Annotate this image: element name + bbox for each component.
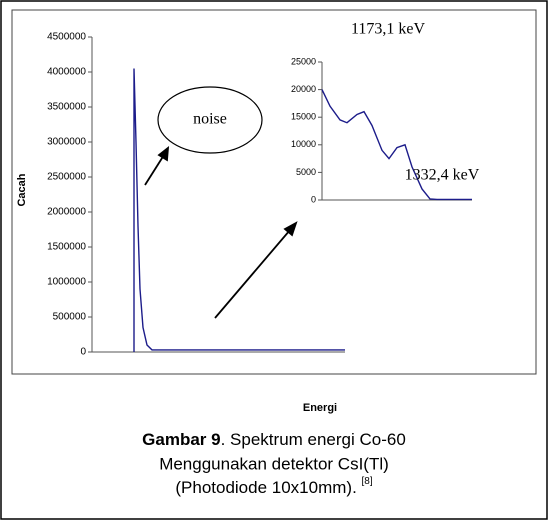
data-line [133, 68, 345, 352]
y-tick-label: 3000000 [47, 137, 86, 148]
y-tick-label: 4500000 [47, 32, 86, 43]
y-tick-label: 25000 [291, 56, 316, 66]
y-tick-label: 0 [311, 194, 316, 204]
caption-line: Menggunakan detektor CsI(Tl) [159, 454, 389, 473]
y-tick-label: 2000000 [47, 207, 86, 218]
y-tick-label: 1500000 [47, 242, 86, 253]
caption-ref: [8] [362, 476, 373, 487]
caption-label: Gambar 9 [142, 430, 220, 449]
y-tick-label: 3500000 [47, 102, 86, 113]
arrows [144, 146, 298, 319]
y-tick-label: 500000 [53, 312, 87, 323]
y-tick-label: 2500000 [47, 172, 86, 183]
y-tick-label: 10000 [291, 139, 316, 149]
caption-line: Gambar 9. Spektrum energi Co-60 [142, 430, 406, 449]
arrow-head [283, 221, 298, 237]
noise-ellipse [157, 86, 263, 154]
caption-line: (Photodiode 10x10mm). [8] [175, 476, 372, 498]
y-tick-label: 0 [80, 347, 86, 358]
y-tick-label: 20000 [291, 84, 316, 94]
caption-text: (Photodiode 10x10mm). [175, 478, 361, 497]
annotation: noise [193, 111, 227, 128]
x-axis-label: Energi [303, 402, 337, 414]
arrow-head [157, 146, 170, 162]
y-axis-label: Cacah [16, 173, 28, 206]
annotation: 1173,1 keV [351, 21, 426, 38]
y-tick-label: 1000000 [47, 277, 86, 288]
arrow [144, 154, 165, 186]
y-tick-label: 15000 [291, 112, 316, 122]
chart-border [11, 9, 537, 375]
arrow [214, 229, 291, 319]
y-tick-label: 5000 [296, 167, 316, 177]
y-tick-label: 4000000 [47, 67, 86, 78]
caption-text: . Spektrum energi Co-60 [221, 430, 406, 449]
data-line [321, 89, 472, 201]
annotation: 1332,4 keV [405, 167, 480, 184]
